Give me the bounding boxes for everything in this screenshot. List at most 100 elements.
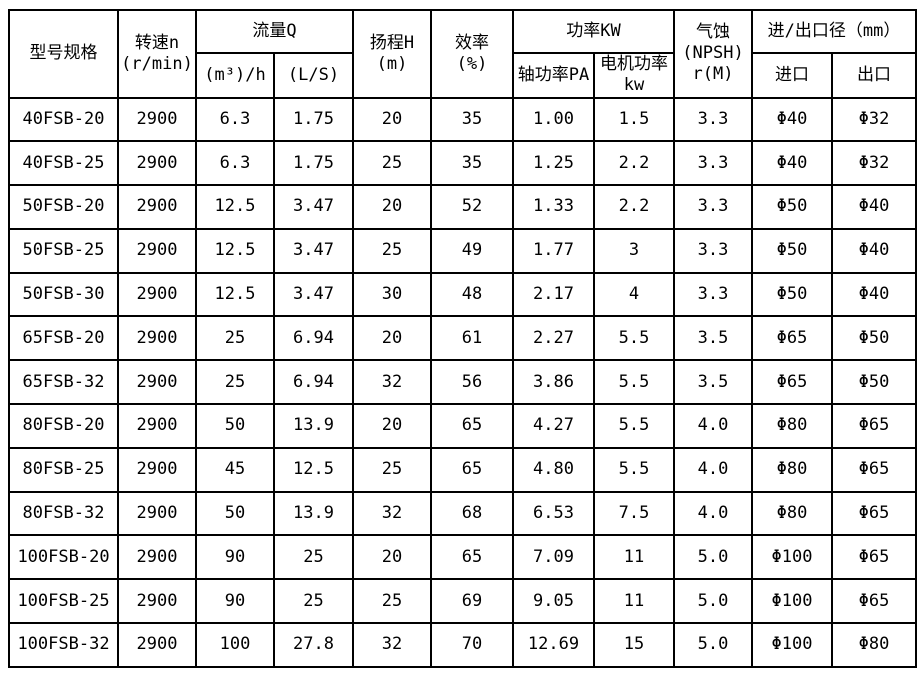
cell-motor-power: 3	[592, 227, 676, 274]
header-row-2: (m³)/h (L/S) 轴功率PA 电机功率 kw 进口 出口	[9, 52, 918, 99]
cell-shaft-power: 1.00	[512, 96, 595, 143]
cell-head: 20	[352, 534, 432, 581]
cell-outlet: Φ65	[831, 534, 918, 581]
cell-efficiency: 56	[430, 359, 514, 406]
cell-shaft-power: 4.80	[512, 446, 595, 493]
cell-flow-ls: 1.75	[273, 96, 354, 143]
cell-flow-ls: 25	[273, 578, 354, 625]
cell-flow-m3h: 12.5	[195, 227, 275, 274]
cell-model: 80FSB-25	[8, 446, 119, 493]
cell-inlet: Φ80	[751, 403, 834, 449]
cell-flow-m3h: 45	[195, 446, 275, 493]
cell-flow-m3h: 90	[195, 534, 275, 581]
cell-flow-m3h: 50	[195, 403, 275, 449]
cell-head: 32	[352, 622, 432, 668]
cell-shaft-power: 1.33	[512, 184, 595, 230]
cell-speed: 2900	[117, 622, 197, 668]
table-row: 80FSB-20 2900 50 13.9 20 65 4.27 5.5 4.0 Φ80 Φ65	[8, 403, 918, 449]
table-row: 50FSB-30 2900 12.5 3.47 30 48 2.17 4 3.3 Φ50 Φ40	[8, 271, 918, 318]
cell-model: 100FSB-25	[8, 578, 119, 625]
cell-flow-m3h: 12.5	[195, 184, 275, 230]
cell-outlet: Φ65	[831, 446, 918, 493]
table-row: 100FSB-32 2900 100 27.8 32 70 12.69 15 5.0 Φ100 Φ8…	[8, 622, 918, 668]
table-row: 50FSB-20 2900 12.5 3.47 20 52 1.33 2.2 3.3 Φ50 Φ40	[8, 184, 918, 230]
cell-inlet: Φ65	[751, 359, 834, 406]
cell-head: 30	[352, 271, 432, 318]
cell-motor-power: 2.2	[592, 140, 676, 187]
cell-efficiency: 70	[430, 622, 514, 668]
header-speed: 转速n (r/min)	[117, 9, 197, 99]
cell-flow-m3h: 25	[195, 359, 275, 406]
cell-flow-ls: 13.9	[273, 490, 354, 537]
cell-head: 20	[352, 184, 432, 230]
cell-outlet: Φ32	[831, 96, 918, 143]
cell-shaft-power: 6.53	[512, 490, 595, 537]
cell-speed: 2900	[117, 359, 197, 406]
cell-shaft-power: 3.86	[512, 359, 595, 406]
cell-flow-ls: 3.47	[273, 184, 354, 230]
cell-npsh: 5.0	[673, 534, 754, 581]
cell-outlet: Φ65	[831, 403, 918, 449]
cell-model: 100FSB-32	[8, 622, 119, 668]
cell-flow-ls: 1.75	[273, 140, 354, 187]
cell-inlet: Φ65	[751, 315, 834, 362]
cell-npsh: 3.3	[673, 227, 754, 274]
cell-efficiency: 65	[430, 446, 514, 493]
cell-outlet: Φ50	[831, 359, 918, 406]
cell-efficiency: 48	[430, 271, 514, 318]
cell-model: 40FSB-25	[8, 140, 119, 187]
cell-efficiency: 35	[430, 140, 514, 187]
table-row: 100FSB-20 2900 90 25 20 65 7.09 11 5.0 Φ100 Φ65	[8, 534, 918, 581]
cell-speed: 2900	[117, 534, 197, 581]
cell-shaft-power: 7.09	[512, 534, 595, 581]
cell-inlet: Φ100	[751, 578, 834, 625]
cell-npsh: 4.0	[673, 446, 754, 493]
cell-npsh: 3.5	[673, 359, 754, 406]
cell-motor-power: 7.5	[592, 490, 676, 537]
table-row: 80FSB-25 2900 45 12.5 25 65 4.80 5.5 4.0 Φ80 Φ65	[8, 446, 918, 493]
cell-outlet: Φ80	[831, 622, 918, 668]
cell-efficiency: 61	[430, 315, 514, 362]
cell-npsh: 4.0	[673, 490, 754, 537]
header-flow: 流量Q	[195, 9, 354, 54]
cell-speed: 2900	[117, 271, 197, 318]
cell-head: 25	[352, 578, 432, 625]
cell-inlet: Φ100	[751, 622, 834, 668]
cell-model: 50FSB-30	[8, 271, 119, 318]
cell-flow-ls: 6.94	[273, 359, 354, 406]
cell-flow-ls: 27.8	[273, 622, 354, 668]
cell-flow-m3h: 90	[195, 578, 275, 625]
cell-shaft-power: 12.69	[512, 622, 595, 668]
cell-npsh: 5.0	[673, 578, 754, 625]
cell-motor-power: 2.2	[592, 184, 676, 230]
cell-inlet: Φ50	[751, 271, 834, 318]
header-model: 型号规格	[8, 9, 119, 99]
cell-npsh: 3.3	[673, 184, 754, 230]
cell-outlet: Φ40	[831, 184, 918, 230]
cell-flow-m3h: 25	[195, 315, 275, 362]
cell-npsh: 5.0	[673, 622, 754, 668]
cell-npsh: 4.0	[673, 403, 754, 449]
header-motor-power: 电机功率 kw	[592, 52, 676, 99]
cell-motor-power: 5.5	[592, 315, 676, 362]
cell-model: 50FSB-20	[8, 184, 119, 230]
cell-efficiency: 65	[430, 403, 514, 449]
table-row: 65FSB-32 2900 25 6.94 32 56 3.86 5.5 3.5 Φ65 Φ50	[8, 359, 918, 406]
cell-outlet: Φ65	[831, 578, 918, 625]
cell-inlet: Φ100	[751, 534, 834, 581]
table-row: 50FSB-25 2900 12.5 3.47 25 49 1.77 3 3.3 Φ50 Φ40	[8, 227, 918, 274]
cell-flow-m3h: 6.3	[195, 140, 275, 187]
table-row: 65FSB-20 2900 25 6.94 20 61 2.27 5.5 3.5 Φ65 Φ50	[8, 315, 918, 362]
cell-motor-power: 5.5	[592, 359, 676, 406]
table-row: 40FSB-25 2900 6.3 1.75 25 35 1.25 2.2 3.3 Φ40 Φ32	[8, 140, 918, 187]
cell-motor-power: 15	[592, 622, 676, 668]
header-row-1: 型号规格 转速n (r/min) 流量Q 扬程H (m) 效率 (%) 功率KW…	[8, 9, 918, 99]
header-flow-m3h: (m³)/h	[195, 52, 275, 99]
cell-efficiency: 52	[430, 184, 514, 230]
cell-inlet: Φ80	[751, 490, 834, 537]
cell-model: 65FSB-20	[8, 315, 119, 362]
cell-shaft-power: 9.05	[512, 578, 595, 625]
pump-spec-table: 型号规格 转速n (r/min) 流量Q 扬程H (m) 效率 (%) 功率KW…	[8, 9, 918, 668]
cell-head: 20	[352, 403, 432, 449]
